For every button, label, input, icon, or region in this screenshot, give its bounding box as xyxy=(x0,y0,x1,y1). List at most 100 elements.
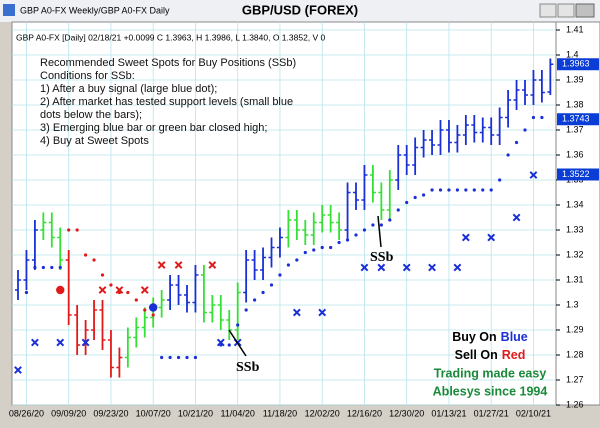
support-dot xyxy=(253,298,257,302)
support-dot xyxy=(523,128,527,132)
window-title: GBP A0-FX Weekly/GBP A0-FX Daily xyxy=(20,5,170,15)
footer-text: Sell On xyxy=(455,348,498,362)
support-dot xyxy=(481,188,485,192)
support-dot xyxy=(498,178,502,182)
x-marker xyxy=(453,263,462,272)
resistance-dot xyxy=(92,258,96,262)
support-dot xyxy=(371,223,375,227)
x-tick-label: 09/23/20 xyxy=(93,408,128,418)
x-marker xyxy=(377,263,386,272)
note-line: dots below the bars); xyxy=(40,109,142,121)
support-dot xyxy=(193,355,198,360)
y-tick-label: 1.39 xyxy=(566,74,584,84)
y-tick-label: 1.28 xyxy=(566,349,584,359)
note-line: 1) After a buy signal (large blue dot); xyxy=(40,83,217,95)
x-tick-label: 01/13/21 xyxy=(431,408,466,418)
y-tick-label: 1.41 xyxy=(566,24,584,34)
maximize-button[interactable] xyxy=(557,3,575,18)
support-dot xyxy=(303,250,307,255)
price-label-box xyxy=(557,58,599,71)
support-dot xyxy=(337,240,341,245)
footer-text: Blue xyxy=(501,330,528,344)
resistance-dot xyxy=(126,290,130,295)
support-dot xyxy=(506,153,510,157)
annotation: SSb xyxy=(236,360,260,375)
note-line: 3) Emerging blue bar or green bar closed… xyxy=(40,122,267,134)
support-dot xyxy=(160,355,164,360)
footer-text: Red xyxy=(502,348,526,362)
x-tick-label: 01/27/21 xyxy=(474,408,509,418)
support-dot xyxy=(447,188,451,192)
support-dot xyxy=(514,140,519,145)
annotation-arrow xyxy=(228,329,247,357)
x-marker xyxy=(30,338,39,347)
x-marker xyxy=(157,261,166,269)
support-dot xyxy=(176,355,181,360)
resistance-dot xyxy=(84,253,88,257)
support-dot xyxy=(354,233,358,237)
x-marker xyxy=(140,286,149,294)
x-marker xyxy=(292,308,301,317)
support-dot xyxy=(345,238,350,242)
support-dot xyxy=(33,265,37,270)
buy-signal xyxy=(149,303,158,312)
x-tick-label: 12/02/20 xyxy=(305,408,340,418)
x-marker xyxy=(56,338,65,347)
x-marker xyxy=(14,366,22,374)
x-marker xyxy=(174,261,183,269)
resistance-dot xyxy=(67,228,71,232)
x-marker xyxy=(512,213,521,222)
footer-text: Ablesys since 1994 xyxy=(433,384,548,398)
support-dot xyxy=(58,265,62,270)
chart-subtitle: GBP A0-FX [Daily] 02/18/21 +0.0099 C 1.3… xyxy=(16,32,326,42)
support-dot xyxy=(455,188,459,192)
resistance-dot xyxy=(109,283,113,287)
y-tick-label: 1.36 xyxy=(566,149,584,159)
x-tick-label: 10/07/20 xyxy=(136,408,171,418)
support-dot xyxy=(320,245,324,250)
x-marker xyxy=(402,263,411,272)
support-dot xyxy=(422,193,426,197)
support-dot xyxy=(50,265,54,270)
support-dot xyxy=(24,290,29,295)
support-dot xyxy=(396,208,400,212)
resistance-dot xyxy=(75,228,79,232)
note-line: Recommended Sweet Spots for Buy Position… xyxy=(40,57,296,69)
minimize-button[interactable] xyxy=(539,3,557,18)
x-marker xyxy=(360,263,369,272)
x-tick-label: 08/26/20 xyxy=(9,408,44,418)
x-marker xyxy=(98,286,107,294)
note-line: 2) After market has tested support level… xyxy=(40,96,293,108)
footer-line: Buy On Blue xyxy=(452,330,528,344)
x-tick-label: 02/10/21 xyxy=(516,408,551,418)
y-tick-label: 1.37 xyxy=(566,124,584,134)
x-marker xyxy=(487,233,496,242)
price-label: 1.3963 xyxy=(562,59,590,69)
x-marker xyxy=(428,263,436,272)
x-tick-label: 11/18/20 xyxy=(263,408,297,418)
y-tick-label: 1.29 xyxy=(566,324,584,334)
app-icon xyxy=(3,4,15,16)
close-button[interactable] xyxy=(575,3,595,18)
y-tick-label: 1.32 xyxy=(566,249,584,259)
support-dot xyxy=(244,308,248,312)
resistance-dot xyxy=(143,308,147,312)
x-tick-label: 12/16/20 xyxy=(347,408,382,418)
price-label: 1.3743 xyxy=(562,114,590,124)
price-axis xyxy=(555,21,600,406)
chart-title: GBP/USD (FOREX) xyxy=(242,2,358,17)
support-dot xyxy=(41,265,45,270)
x-tick-label: 11/04/20 xyxy=(221,408,255,418)
support-dot xyxy=(489,188,493,192)
support-dot xyxy=(531,115,536,120)
annotation: SSb xyxy=(370,250,394,265)
support-dot xyxy=(329,245,333,250)
support-dot xyxy=(185,355,189,360)
x-marker xyxy=(318,308,327,317)
price-label: 1.3522 xyxy=(562,169,590,179)
support-dot xyxy=(168,355,172,360)
resistance-dot xyxy=(100,273,105,277)
y-tick-label: 1.34 xyxy=(566,199,584,209)
notes: Recommended Sweet Spots for Buy Position… xyxy=(40,57,296,147)
